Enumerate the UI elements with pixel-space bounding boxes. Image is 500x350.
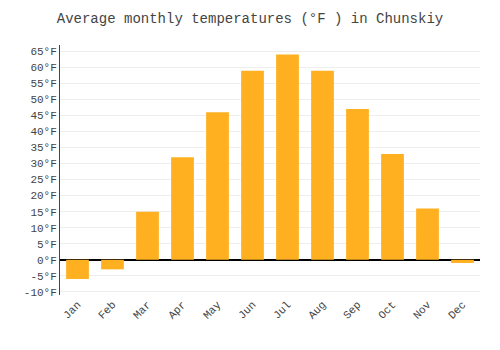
svg-text:-5°F: -5°F [30, 271, 56, 283]
svg-text:15°F: 15°F [30, 207, 56, 219]
svg-text:10°F: 10°F [30, 223, 56, 235]
svg-text:Jan: Jan [61, 299, 83, 321]
svg-text:Average monthly temperatures (: Average monthly temperatures (°F ) in Ch… [57, 11, 443, 27]
svg-text:35°F: 35°F [30, 142, 56, 154]
svg-text:0°F: 0°F [37, 255, 57, 267]
svg-text:40°F: 40°F [30, 126, 56, 138]
svg-text:5°F: 5°F [37, 239, 57, 251]
svg-text:55°F: 55°F [30, 78, 56, 90]
svg-text:Sep: Sep [341, 299, 363, 321]
svg-text:Jul: Jul [271, 299, 293, 321]
svg-text:Oct: Oct [376, 299, 398, 321]
svg-text:30°F: 30°F [30, 158, 56, 170]
svg-text:Mar: Mar [131, 299, 153, 321]
svg-text:-10°F: -10°F [24, 287, 57, 299]
svg-text:25°F: 25°F [30, 174, 56, 186]
svg-text:65°F: 65°F [30, 46, 56, 58]
svg-text:60°F: 60°F [30, 62, 56, 74]
svg-text:Jun: Jun [236, 299, 258, 321]
svg-text:20°F: 20°F [30, 190, 56, 202]
svg-text:Aug: Aug [306, 299, 328, 321]
svg-text:Apr: Apr [166, 299, 188, 321]
svg-text:50°F: 50°F [30, 94, 56, 106]
svg-text:Nov: Nov [411, 299, 434, 322]
svg-text:Feb: Feb [96, 299, 118, 321]
svg-text:May: May [201, 299, 224, 322]
svg-text:45°F: 45°F [30, 110, 56, 122]
svg-text:Dec: Dec [446, 299, 468, 321]
